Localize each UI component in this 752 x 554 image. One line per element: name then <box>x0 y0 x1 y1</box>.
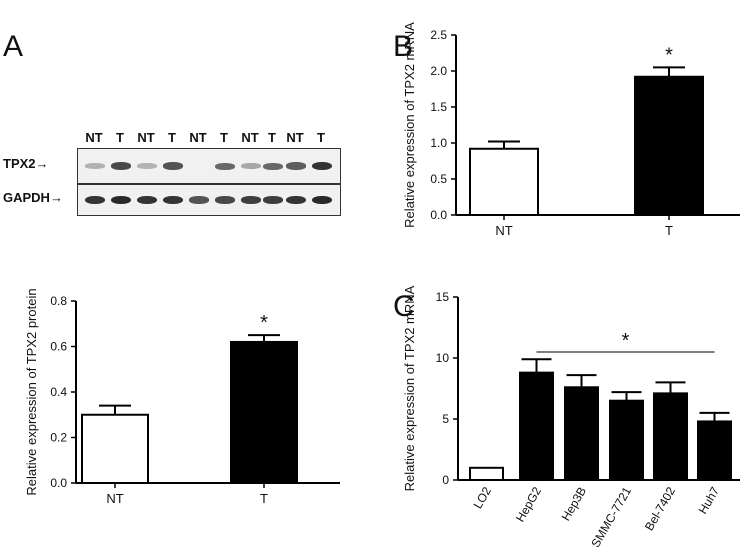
bar <box>564 386 599 481</box>
blot-band <box>163 162 183 170</box>
significance-marker: * <box>622 330 630 352</box>
blot-band <box>163 195 183 205</box>
blot-lane-label: T <box>268 130 276 145</box>
blot-band <box>189 196 209 204</box>
blot-band <box>215 162 235 170</box>
x-tick-label: Hep3B <box>559 485 589 524</box>
y-tick-label: 0.6 <box>50 340 67 354</box>
panel-label-b: B <box>393 30 414 63</box>
blot-band <box>137 163 157 169</box>
x-tick-label: T <box>665 223 673 238</box>
blot-band <box>85 163 105 169</box>
y-tick-label: 2.0 <box>430 64 447 78</box>
blot-band <box>286 162 306 170</box>
blot-band <box>137 195 157 205</box>
significance-marker: * <box>665 44 673 66</box>
x-tick-label: Huh7 <box>696 484 723 516</box>
blot-band <box>263 196 283 204</box>
gapdh-row <box>77 184 341 216</box>
y-tick-label: 0.4 <box>50 385 67 399</box>
blot-band <box>111 195 131 205</box>
y-tick-label: 0.0 <box>50 476 67 490</box>
gapdh-row-label: GAPDH→ <box>3 190 63 205</box>
bar <box>81 413 149 484</box>
y-tick-label: 0.5 <box>430 172 447 186</box>
y-tick-label: 10 <box>436 351 450 365</box>
y-axis-label: Relative expression of TPX2 mRNA <box>402 285 417 491</box>
y-tick-label: 0.0 <box>430 208 447 222</box>
blot-band <box>286 195 306 205</box>
blot-lane-label: NT <box>189 130 207 145</box>
bar <box>609 399 644 482</box>
blot-band <box>111 162 131 170</box>
blot-band <box>312 195 332 205</box>
blot-band <box>241 163 261 169</box>
bar <box>230 340 298 485</box>
y-axis-label: Relative expression of TPX2 protein <box>24 288 39 495</box>
bar <box>519 371 554 482</box>
bar <box>634 75 704 217</box>
y-tick-label: 1.0 <box>430 136 447 150</box>
y-tick-label: 0.8 <box>50 294 67 308</box>
x-tick-label: NT <box>106 491 123 506</box>
blot-lane-label: NT <box>85 130 103 145</box>
y-tick-label: 0 <box>442 473 449 487</box>
y-tick-label: 1.5 <box>430 100 447 114</box>
y-tick-label: 5 <box>442 412 449 426</box>
blot-lane-label: T <box>220 130 228 145</box>
panel-label-c: C <box>393 290 415 323</box>
x-tick-label: NT <box>495 223 512 238</box>
panel-label-a: A <box>3 30 24 63</box>
blot-lane-label: NT <box>137 130 155 145</box>
blot-band <box>241 196 261 204</box>
blot-band <box>263 162 283 170</box>
y-tick-label: 15 <box>436 290 450 304</box>
blot-lane-label: T <box>317 130 325 145</box>
x-tick-label: LO2 <box>471 484 495 511</box>
blot-lane-label: T <box>116 130 124 145</box>
x-tick-label: T <box>260 491 268 506</box>
tpx2-row <box>77 148 341 184</box>
bar <box>469 466 504 481</box>
blot-lane-label: T <box>168 130 176 145</box>
blot-band <box>85 195 105 205</box>
tpx2-row-label: TPX2→ <box>3 156 49 171</box>
blot-band <box>312 161 332 171</box>
x-tick-label: HepG2 <box>513 484 544 524</box>
y-tick-label: 0.2 <box>50 431 67 445</box>
blot-band <box>215 196 235 204</box>
y-tick-label: 2.5 <box>430 28 447 42</box>
bar <box>697 420 732 482</box>
blot-lane-label: NT <box>241 130 259 145</box>
bar <box>469 147 539 216</box>
y-axis-label: Relative expression of TPX2 mRNA <box>402 22 417 228</box>
blot-lane-label: NT <box>286 130 304 145</box>
x-tick-label: SMMC-7721 <box>588 484 634 550</box>
significance-marker: * <box>260 312 268 334</box>
bar <box>653 392 688 482</box>
x-tick-label: Bel-7402 <box>642 484 678 533</box>
